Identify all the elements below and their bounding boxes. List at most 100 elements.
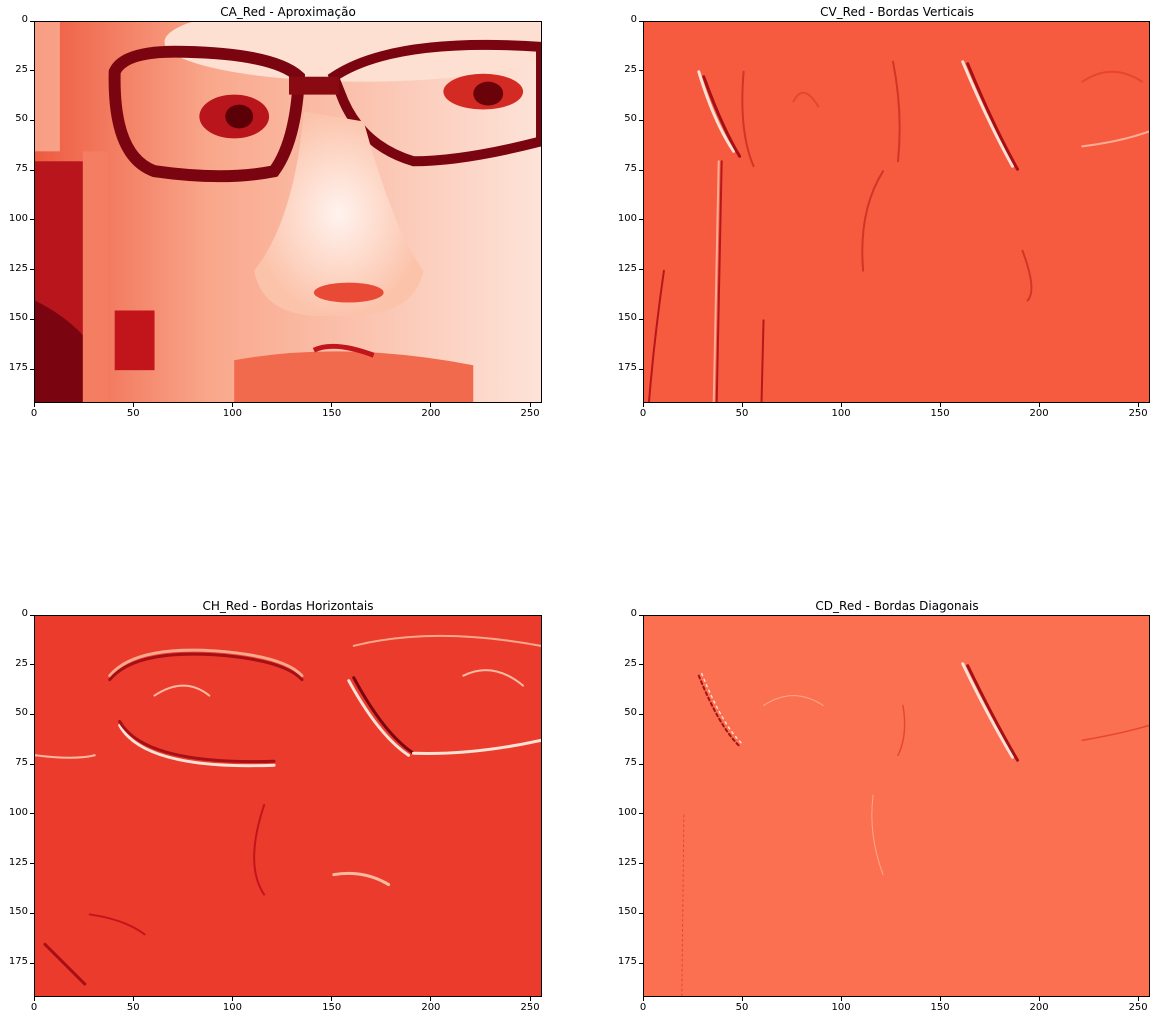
y-tick-label: 75 xyxy=(15,163,28,175)
y-tick-label: 125 xyxy=(617,262,637,274)
panel-ch: CH_Red - Bordas Horizontais xyxy=(0,594,578,1020)
y-tick-label: 125 xyxy=(8,856,28,868)
y-tick-label: 175 xyxy=(617,362,637,374)
y-tick-mark xyxy=(30,962,34,964)
x-tick-label: 200 xyxy=(421,1002,441,1013)
y-tick-label: 25 xyxy=(15,63,28,75)
y-tick-label: 150 xyxy=(617,906,637,918)
y-tick-mark xyxy=(639,119,643,121)
x-tick-label: 50 xyxy=(126,408,140,419)
y-tick-mark xyxy=(639,863,643,865)
x-tick-label: 250 xyxy=(520,408,540,419)
image-plot-ch xyxy=(34,615,542,997)
x-tick-mark xyxy=(33,403,35,407)
y-tick-label: 100 xyxy=(8,212,28,224)
y-tick-mark xyxy=(639,912,643,914)
y-tick-mark xyxy=(30,912,34,914)
y-tick-label: 150 xyxy=(617,312,637,324)
x-tick-label: 0 xyxy=(639,408,647,419)
y-tick-label: 0 xyxy=(630,608,637,619)
x-tick-mark xyxy=(939,997,941,1001)
y-tick-label: 25 xyxy=(624,63,637,75)
y-tick-label: 75 xyxy=(624,757,637,769)
x-tick-label: 0 xyxy=(639,1002,647,1013)
x-tick-label: 200 xyxy=(1029,1002,1049,1013)
y-tick-label: 25 xyxy=(624,657,637,669)
image-plot-ca xyxy=(34,21,542,403)
x-tick-mark xyxy=(430,403,432,407)
y-tick-mark xyxy=(639,318,643,320)
x-tick-mark xyxy=(642,997,644,1001)
y-tick-mark xyxy=(30,614,34,616)
y-tick-mark xyxy=(639,169,643,171)
y-tick-mark xyxy=(639,664,643,666)
y-tick-mark xyxy=(639,219,643,221)
y-tick-mark xyxy=(30,70,34,72)
y-tick-label: 0 xyxy=(21,608,28,619)
x-tick-mark xyxy=(132,997,134,1001)
y-tick-mark xyxy=(639,70,643,72)
x-tick-label: 100 xyxy=(831,1002,851,1013)
image-plot-cd xyxy=(643,615,1150,997)
image-plot-cv xyxy=(643,21,1150,403)
x-tick-mark xyxy=(430,997,432,1001)
x-tick-mark xyxy=(840,403,842,407)
y-tick-mark xyxy=(30,863,34,865)
y-tick-mark xyxy=(639,962,643,964)
x-tick-label: 0 xyxy=(30,408,38,419)
y-tick-mark xyxy=(639,368,643,370)
x-tick-label: 100 xyxy=(831,408,851,419)
cd-image xyxy=(644,616,1149,996)
panel-title: CV_Red - Bordas Verticais xyxy=(820,5,974,19)
y-tick-mark xyxy=(30,318,34,320)
y-tick-mark xyxy=(30,664,34,666)
x-tick-label: 100 xyxy=(222,408,242,419)
y-tick-mark xyxy=(30,763,34,765)
x-tick-label: 50 xyxy=(735,408,749,419)
y-tick-mark xyxy=(30,169,34,171)
y-tick-mark xyxy=(639,763,643,765)
y-tick-mark xyxy=(30,713,34,715)
y-tick-mark xyxy=(639,614,643,616)
y-tick-label: 175 xyxy=(8,362,28,374)
x-tick-mark xyxy=(132,403,134,407)
x-tick-label: 250 xyxy=(1128,1002,1148,1013)
y-tick-label: 0 xyxy=(630,14,637,25)
cv-image xyxy=(644,22,1149,402)
y-tick-label: 50 xyxy=(15,707,28,719)
x-tick-label: 50 xyxy=(735,1002,749,1013)
y-tick-label: 100 xyxy=(617,212,637,224)
y-tick-label: 150 xyxy=(8,906,28,918)
y-tick-mark xyxy=(30,20,34,22)
x-tick-label: 150 xyxy=(930,408,950,419)
x-tick-mark xyxy=(1038,403,1040,407)
x-tick-label: 150 xyxy=(322,408,342,419)
x-tick-mark xyxy=(1038,997,1040,1001)
y-tick-label: 150 xyxy=(8,312,28,324)
panel-cv: CV_Red - Bordas Verticais xyxy=(578,0,1156,430)
y-tick-mark xyxy=(639,269,643,271)
x-tick-mark xyxy=(33,997,35,1001)
y-tick-label: 50 xyxy=(15,113,28,125)
y-tick-mark xyxy=(30,219,34,221)
x-tick-label: 250 xyxy=(1128,408,1148,419)
x-tick-label: 250 xyxy=(520,1002,540,1013)
x-tick-mark xyxy=(231,997,233,1001)
x-tick-label: 100 xyxy=(222,1002,242,1013)
x-tick-label: 50 xyxy=(126,1002,140,1013)
x-tick-mark xyxy=(529,997,531,1001)
x-tick-mark xyxy=(231,403,233,407)
y-tick-label: 100 xyxy=(617,806,637,818)
x-tick-label: 200 xyxy=(421,408,441,419)
y-tick-label: 175 xyxy=(617,956,637,968)
y-tick-label: 100 xyxy=(8,806,28,818)
x-tick-label: 200 xyxy=(1029,408,1049,419)
x-tick-label: 150 xyxy=(930,1002,950,1013)
x-tick-mark xyxy=(1137,403,1139,407)
y-tick-mark xyxy=(30,368,34,370)
panel-title: CD_Red - Bordas Diagonais xyxy=(815,599,979,613)
y-tick-label: 125 xyxy=(617,856,637,868)
panel-title: CA_Red - Aproximação xyxy=(220,5,356,19)
x-tick-mark xyxy=(529,403,531,407)
panel-ca: CA_Red - Aproximação xyxy=(0,0,578,430)
